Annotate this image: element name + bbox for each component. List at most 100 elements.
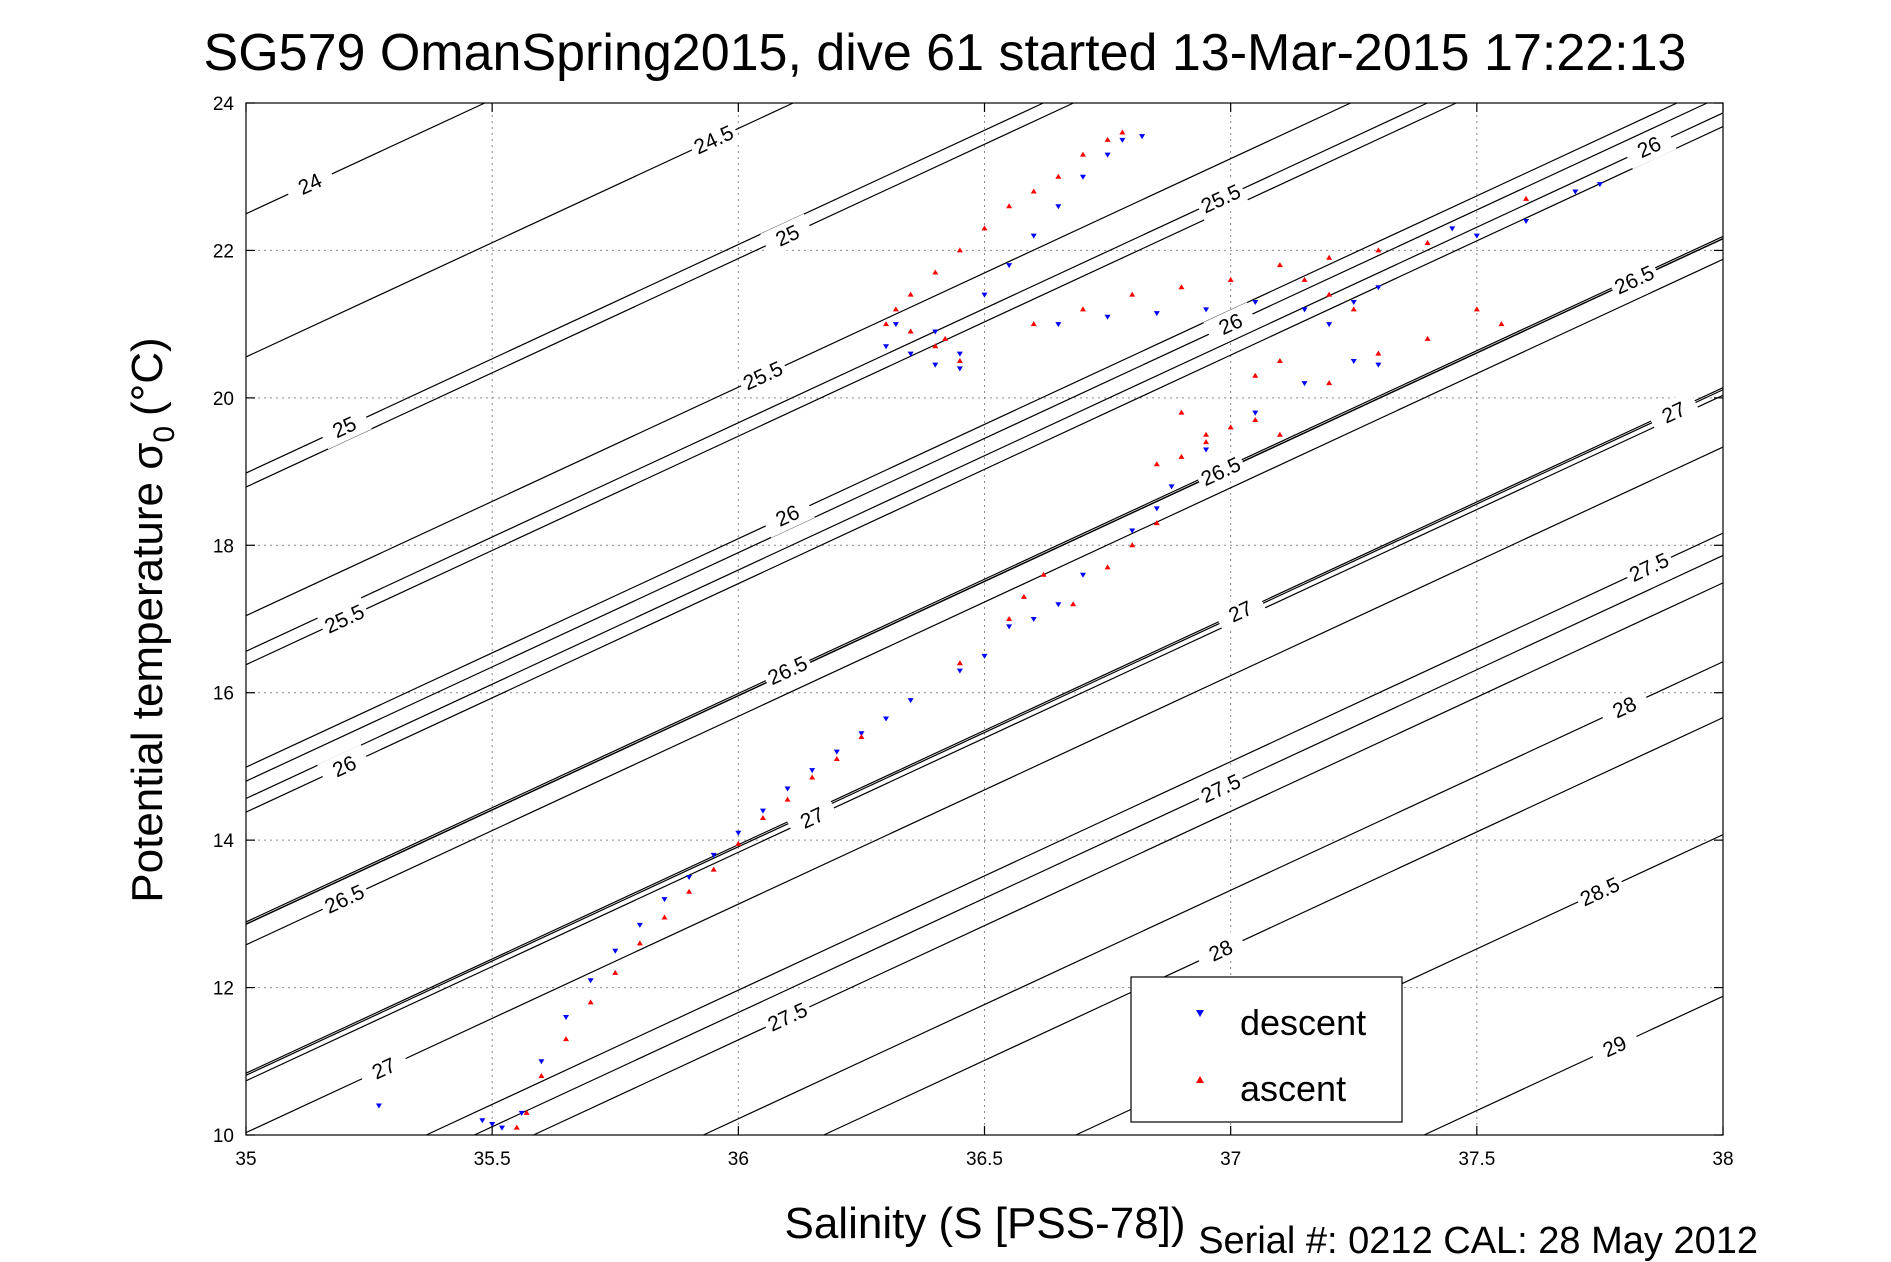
descent-point (1252, 300, 1259, 306)
x-tick-label: 38 (1712, 1149, 1733, 1170)
descent-point (1079, 572, 1086, 578)
descent-point (1350, 359, 1357, 364)
density-contour-label-background (1213, 589, 1268, 634)
ascent-point (1498, 321, 1505, 327)
density-contour-label-background (1607, 258, 1662, 302)
ascent-point (809, 774, 816, 780)
descent-point (858, 731, 865, 737)
descent-point (907, 351, 914, 357)
descent-point (956, 351, 963, 357)
descent-point (1326, 322, 1333, 328)
ascent-point (1276, 358, 1283, 363)
descent-point (1252, 410, 1259, 416)
ascent-point (932, 343, 939, 349)
ascent-point (956, 660, 963, 666)
ascent-point (1006, 203, 1013, 209)
x-axis-ticks: 35 35.5 36 36.5 37 37.5 38 (235, 103, 1734, 1170)
x-tick-label: 37 (1220, 1149, 1241, 1170)
data-series (375, 129, 1603, 1131)
legend-descent-marker (1196, 1010, 1204, 1017)
descent-point (1006, 624, 1013, 630)
descent-point (563, 1015, 570, 1021)
ascent-point (1104, 564, 1111, 570)
x-tick-label: 36.5 (966, 1149, 1003, 1170)
ascent-point (523, 1109, 530, 1115)
ascent-point (1227, 276, 1234, 282)
density-contour-label-background (760, 995, 815, 1039)
ascent-point (538, 1073, 545, 1079)
chart-title: SG579 OmanSpring2015, dive 61 started 13… (204, 24, 1687, 82)
density-contour-label-background (1193, 766, 1249, 811)
y-tick-label: 10 (213, 1126, 234, 1147)
descent-point (1153, 506, 1160, 512)
descent-point (538, 1059, 545, 1065)
ascent-point (784, 796, 791, 802)
legend-box (1130, 976, 1403, 1123)
density-contour-label-background (1587, 1024, 1642, 1069)
density-contour-line (245, 102, 485, 215)
density-contour-label-background (1193, 928, 1249, 973)
ascent-point (907, 291, 914, 297)
ascent-point (636, 940, 643, 946)
ascent-point (1153, 461, 1160, 467)
descent-point (612, 948, 619, 954)
density-contour-label-background (784, 796, 840, 840)
ascent-point (1350, 306, 1357, 312)
ascent-point (563, 1036, 570, 1042)
ascent-point (1473, 306, 1480, 312)
ascent-point (1178, 409, 1185, 415)
x-axis-label: Salinity (S [PSS-78]) (784, 1199, 1185, 1248)
descent-point (1079, 174, 1086, 180)
ascent-point (956, 358, 963, 363)
ascent-point (735, 840, 742, 846)
plot-area: 2424.5252525.525.525.52626262626.526.526… (245, 102, 1724, 1136)
ascent-point (1252, 416, 1259, 422)
descent-point (1030, 233, 1037, 239)
ascent-point (612, 969, 619, 975)
descent-point (892, 322, 899, 328)
density-contour-line (245, 102, 1457, 666)
legend-descent-label: descent (1240, 1002, 1366, 1043)
density-contour-label-background (317, 877, 372, 922)
y-axis-label-subscript: 0 (148, 426, 181, 443)
descent-point (907, 698, 914, 704)
ascent-point (1030, 188, 1037, 194)
descent-point (981, 292, 988, 298)
y-axis-label: Potential temperature σ0 (°C) (123, 337, 181, 902)
y-tick-label: 14 (213, 831, 235, 852)
descent-point (1055, 602, 1062, 608)
descent-point (1375, 362, 1382, 368)
density-contour-label-background (1621, 125, 1677, 170)
density-contour-line (245, 238, 1724, 925)
ascent-point (1523, 195, 1530, 201)
descent-point (883, 344, 890, 350)
descent-point (636, 922, 643, 928)
density-contour-label-background (356, 1046, 412, 1091)
ascent-point (759, 815, 766, 821)
descent-point (1203, 307, 1210, 313)
density-contour-line (245, 102, 1044, 474)
descent-point (1375, 285, 1382, 291)
ascent-point (1375, 350, 1382, 356)
descent-point (1104, 152, 1111, 158)
ascent-point (892, 306, 899, 312)
density-contour-label-background (1621, 545, 1677, 590)
density-contour-line (245, 112, 1724, 800)
descent-point (1596, 182, 1603, 188)
y-tick-label: 18 (213, 536, 234, 557)
descent-point (784, 786, 791, 792)
density-contour-label-background (760, 648, 815, 693)
descent-point (883, 716, 890, 722)
descent-point (735, 830, 742, 836)
ascent-point (1326, 291, 1333, 297)
ascent-point (1276, 431, 1283, 437)
ascent-point (942, 335, 949, 341)
descent-point (479, 1118, 486, 1124)
ascent-point (1424, 335, 1431, 341)
ascent-point (1326, 254, 1333, 260)
descent-point (1129, 528, 1136, 534)
y-tick-label: 24 (213, 94, 235, 115)
descent-point (1030, 617, 1037, 622)
density-contour-line (245, 394, 1724, 1082)
density-contour-label-background (1572, 869, 1628, 914)
